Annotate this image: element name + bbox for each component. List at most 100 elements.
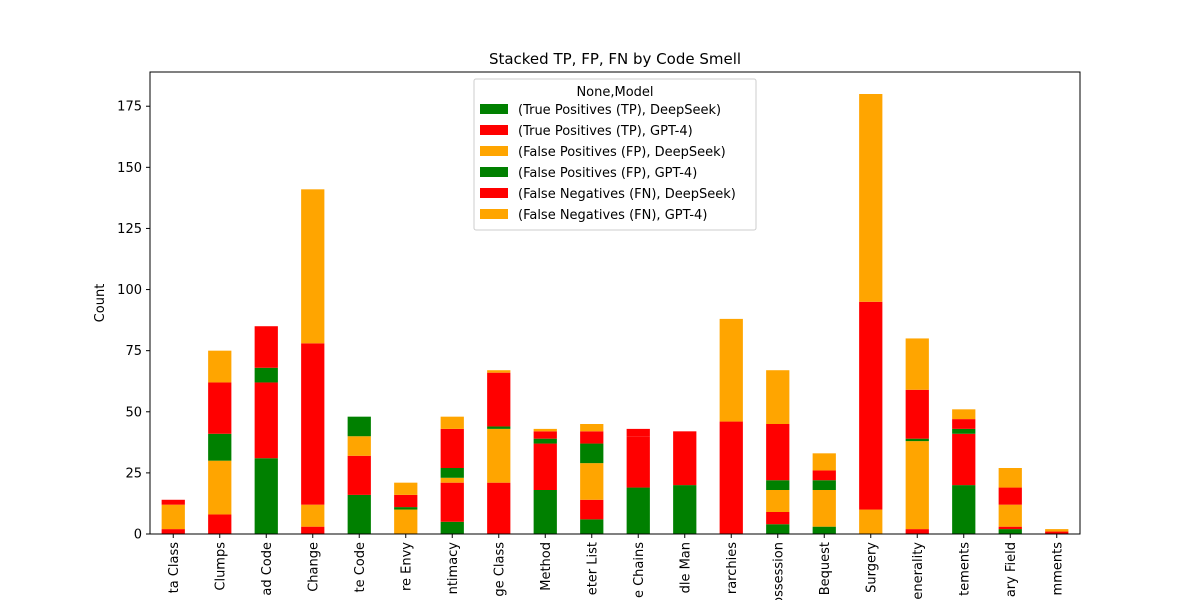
- y-tick-label: 0: [134, 528, 142, 543]
- x-tick-label: ossession: [771, 542, 786, 600]
- bar-segment-16-6: [859, 94, 883, 302]
- x-tick-label: ntimacy: [446, 542, 461, 595]
- bar-segment-20-6: [1045, 529, 1069, 532]
- bar-segment-5-2: [347, 455, 371, 495]
- bar-segment-18-2: [952, 433, 976, 486]
- x-tick-label: Bequest: [818, 542, 833, 595]
- y-tick-label: 50: [125, 405, 142, 420]
- bar-segment-5-4: [347, 416, 371, 437]
- bar-segment-14-5: [766, 424, 790, 481]
- bar-segment-3-1: [254, 458, 278, 534]
- legend-label-5: (False Negatives (FN), DeepSeek): [518, 187, 736, 202]
- bar-segment-10-3: [580, 463, 604, 500]
- bar-segment-2-5: [208, 382, 232, 434]
- bar-segment-4-3: [301, 504, 325, 527]
- x-tick-label: ge Class: [492, 542, 507, 597]
- x-tick-label: Change: [306, 542, 321, 592]
- legend-swatch-1: [480, 104, 508, 114]
- bar-segment-14-2: [766, 512, 790, 525]
- bar-segment-9-6: [533, 428, 557, 432]
- bar-segment-6-6: [394, 482, 418, 495]
- bar-segment-1-2: [161, 529, 185, 534]
- bar-segment-19-3: [998, 504, 1022, 527]
- bar-segment-8-4: [487, 426, 511, 429]
- bar-segment-17-4: [905, 438, 929, 442]
- bar-segment-16-5: [859, 301, 883, 510]
- bar-segment-15-4: [812, 480, 836, 490]
- bar-segment-14-4: [766, 480, 790, 490]
- bar-segment-10-5: [580, 431, 604, 444]
- bar-segment-12-1: [673, 485, 697, 534]
- legend-label-6: (False Negatives (FN), GPT-4): [518, 208, 707, 223]
- bar-segment-20-2: [1045, 531, 1069, 534]
- bar-segment-6-3: [394, 509, 418, 534]
- bar-segment-1-5: [161, 499, 185, 505]
- bar-segment-7-3: [440, 477, 464, 483]
- chart-title: Stacked TP, FP, FN by Code Smell: [489, 50, 741, 68]
- x-tick-label: enerality: [911, 542, 926, 600]
- bar-segment-4-6: [301, 189, 325, 344]
- bar-segment-3-4: [254, 367, 278, 383]
- bar-segment-1-3: [161, 504, 185, 530]
- bar-segment-17-6: [905, 338, 929, 390]
- legend-swatch-5: [480, 188, 508, 198]
- y-axis-label: Count: [93, 284, 108, 323]
- x-tick-label: Method: [539, 542, 554, 591]
- bar-segment-19-1: [998, 529, 1022, 534]
- bar-segment-18-4: [952, 428, 976, 434]
- y-tick-label: 125: [117, 222, 142, 237]
- x-tick-label: ary Field: [1004, 542, 1019, 597]
- bar-segment-17-3: [905, 441, 929, 530]
- bar-segment-2-4: [208, 433, 232, 461]
- bar-segment-12-2: [673, 431, 697, 486]
- bar-segment-9-4: [533, 438, 557, 444]
- y-tick-label: 25: [125, 466, 142, 481]
- x-tick-label: Clumps: [213, 542, 228, 591]
- legend-label-3: (False Positives (FP), DeepSeek): [518, 145, 726, 160]
- plot-frame: [149, 71, 1081, 535]
- bar-segment-8-6: [487, 370, 511, 373]
- bar-segment-3-2: [254, 382, 278, 459]
- bar-segment-4-2: [301, 526, 325, 534]
- legend-label-1: (True Positives (TP), DeepSeek): [518, 103, 721, 118]
- y-tick-label: 75: [125, 344, 142, 359]
- legend: None,Model (True Positives (TP), DeepSee…: [473, 78, 757, 231]
- bar-segment-10-4: [580, 443, 604, 464]
- bar-segment-3-5: [254, 326, 278, 368]
- x-tick-label: tements: [957, 542, 972, 596]
- bar-segment-7-1: [440, 521, 464, 534]
- bar-segment-2-2: [208, 514, 232, 534]
- bar-segment-10-2: [580, 499, 604, 520]
- y-tick-label: 150: [117, 161, 142, 176]
- x-tick-label: rarchies: [725, 542, 740, 594]
- bar-segment-11-2: [626, 436, 650, 488]
- bar-segment-8-2: [487, 482, 511, 534]
- bar-segment-9-5: [533, 431, 557, 439]
- bar-segment-9-2: [533, 443, 557, 490]
- bar-segment-13-6: [719, 318, 743, 422]
- bar-segment-6-5: [394, 494, 418, 508]
- bar-segment-15-3: [812, 490, 836, 527]
- bar-segment-18-1: [952, 485, 976, 534]
- bar-segment-2-3: [208, 460, 232, 515]
- bar-segment-18-5: [952, 419, 976, 429]
- bar-segment-7-2: [440, 482, 464, 522]
- bar-segment-19-2: [998, 526, 1022, 530]
- bar-segment-9-1: [533, 490, 557, 534]
- bar-segment-14-6: [766, 370, 790, 424]
- bar-segment-14-3: [766, 490, 790, 512]
- bar-segment-15-1: [812, 526, 836, 534]
- x-axis: ta Class Clumps ad Code Change te Code re Env…: [167, 534, 1065, 600]
- legend-swatch-4: [480, 167, 508, 177]
- bar-segment-4-5: [301, 343, 325, 505]
- bar-segment-18-6: [952, 409, 976, 420]
- bar-segment-14-1: [766, 524, 790, 534]
- x-tick-label: eter List: [585, 542, 600, 595]
- x-tick-label: ad Code: [260, 542, 275, 596]
- legend-swatch-3: [480, 146, 508, 156]
- legend-swatch-2: [480, 125, 508, 135]
- bar-segment-7-5: [440, 428, 464, 468]
- x-tick-label: mments: [1050, 542, 1065, 596]
- bar-segment-19-5: [998, 487, 1022, 505]
